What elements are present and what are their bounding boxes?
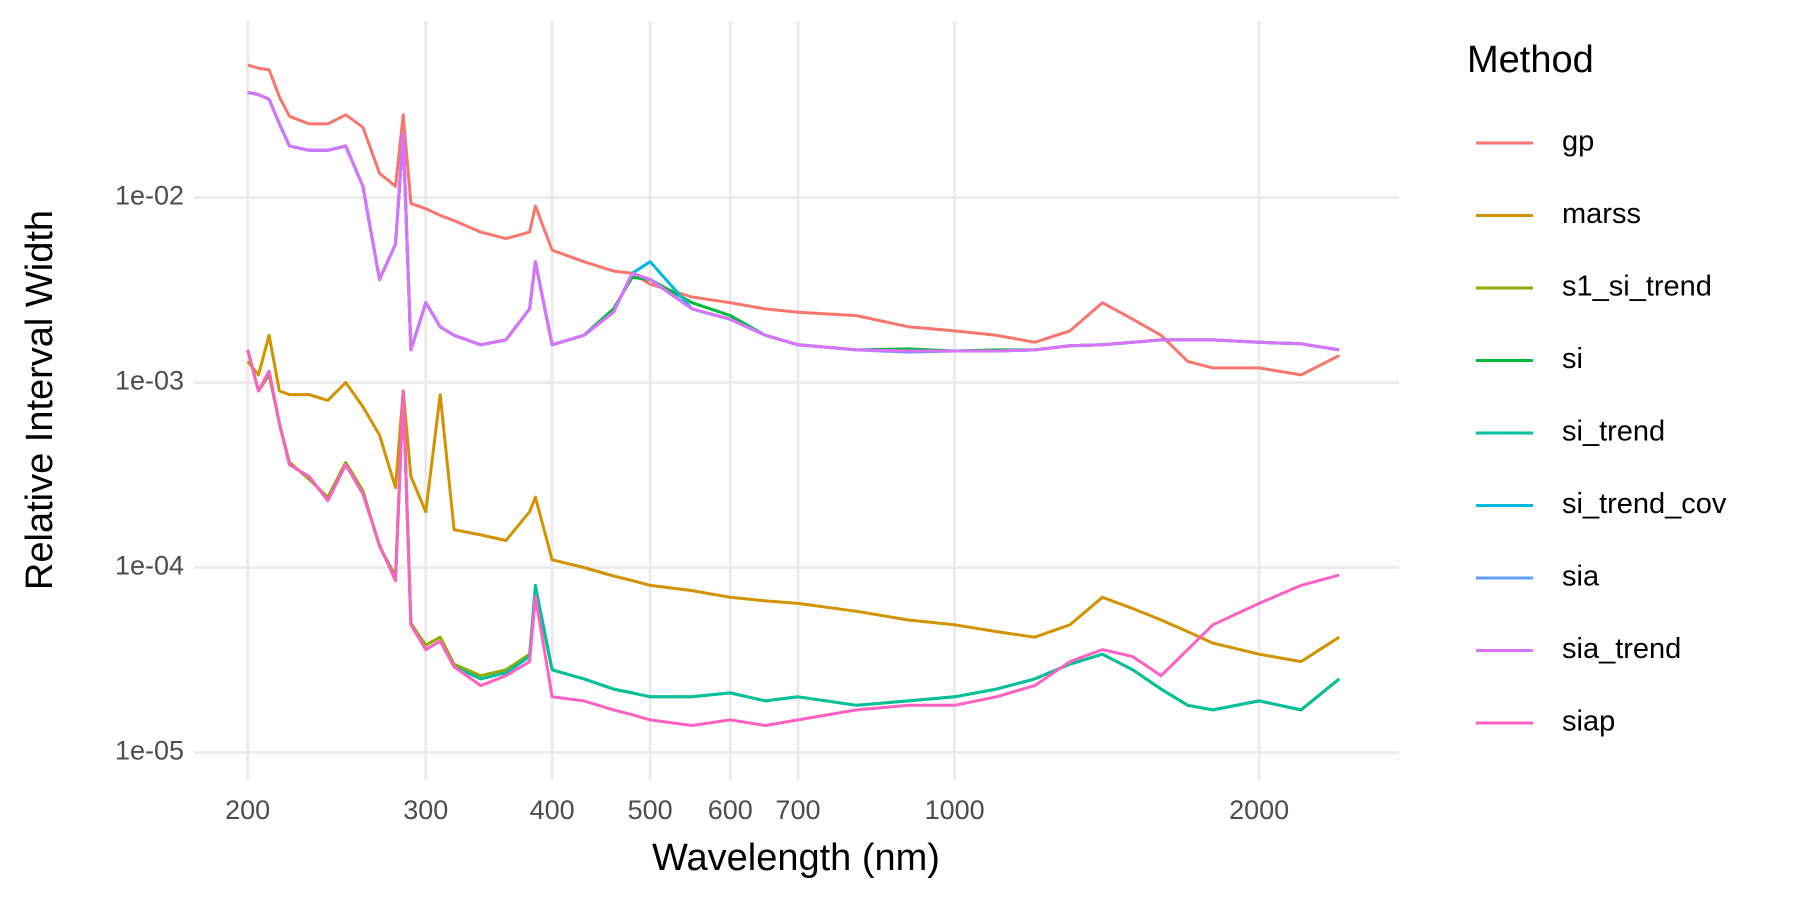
legend-label: si_trend: [1562, 416, 1665, 448]
x-tick-label: 2000: [1229, 795, 1289, 825]
legend-label: si_trend_cov: [1562, 488, 1727, 520]
series-line: [247, 90, 1340, 353]
x-tick-label: 500: [628, 795, 673, 825]
y-tick-label: 1e-03: [115, 366, 184, 396]
x-tick-label: 300: [403, 795, 448, 825]
x-tick-label: 700: [775, 795, 820, 825]
x-axis-title: Wavelength (nm): [652, 837, 940, 879]
legend-label: s1_si_trend: [1562, 271, 1712, 303]
grid: [194, 21, 1399, 780]
y-axis-title: Relative Interval Width: [19, 210, 61, 590]
legend-label: gp: [1562, 126, 1594, 158]
x-tick-label: 600: [708, 795, 753, 825]
legend-title: Method: [1467, 39, 1594, 81]
legend-label: si: [1562, 343, 1583, 375]
series-line: [246, 333, 1341, 664]
legend-label: sia_trend: [1562, 633, 1681, 665]
series-line: [246, 349, 1340, 727]
legend-label: marss: [1562, 198, 1641, 230]
y-tick-label: 1e-02: [115, 181, 184, 211]
lines: [246, 63, 1341, 727]
y-tick-label: 1e-05: [115, 736, 184, 766]
x-tick-label: 1000: [925, 795, 985, 825]
series-line: [246, 349, 1341, 712]
legend-label: sia: [1562, 561, 1600, 593]
x-tick-label: 400: [530, 795, 575, 825]
series-line: [247, 63, 1340, 377]
legend-label: siap: [1562, 706, 1615, 738]
series-line: [246, 349, 1341, 712]
x-tick-label: 200: [225, 795, 270, 825]
y-tick-label: 1e-04: [115, 551, 184, 581]
ticks: 1e-05 1e-04 1e-03 1e-02 200 300 400 500 600 700 10…: [115, 181, 1289, 825]
